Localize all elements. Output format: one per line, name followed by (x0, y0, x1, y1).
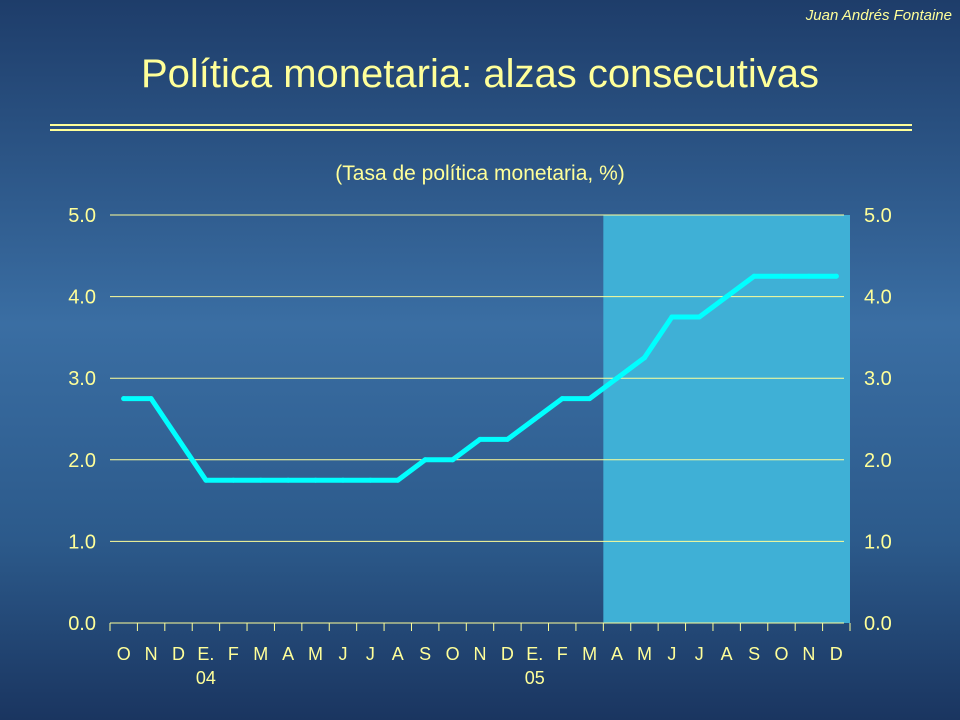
rate-data-point (477, 436, 483, 442)
rate-data-point (587, 396, 593, 402)
x-tick-label: M (637, 644, 652, 664)
x-tick-label: E. (197, 644, 214, 664)
rate-data-point (422, 457, 428, 463)
x-tick-label: D (830, 644, 843, 664)
rate-data-point (751, 273, 757, 279)
rate-data-point (121, 396, 127, 402)
rate-data-point (313, 477, 319, 483)
rate-data-point (724, 294, 730, 300)
y-tick-label-left: 3.0 (68, 368, 96, 390)
highlight-region (603, 215, 850, 623)
rate-data-point (833, 273, 839, 279)
x-tick-label: M (582, 644, 597, 664)
y-tick-label-right: 5.0 (864, 205, 892, 227)
x-tick-label: F (557, 644, 568, 664)
x-tick-label: J (338, 644, 347, 664)
author-name: Juan Andrés Fontaine (805, 7, 952, 24)
year-label: 04 (196, 668, 216, 688)
x-tick-label: N (474, 644, 487, 664)
x-tick-label: J (695, 644, 704, 664)
x-tick-label: A (721, 644, 733, 664)
x-tick-label: A (392, 644, 404, 664)
rate-data-point (340, 477, 346, 483)
rate-data-point (230, 477, 236, 483)
rate-data-point (806, 273, 812, 279)
rate-data-point (614, 375, 620, 381)
rate-data-point (669, 314, 675, 320)
y-tick-label-left: 0.0 (68, 613, 96, 635)
rate-data-point (559, 396, 565, 402)
x-tick-label: D (172, 644, 185, 664)
y-tick-label-left: 2.0 (68, 450, 96, 472)
y-tick-label-left: 5.0 (68, 205, 96, 227)
rate-data-point (203, 477, 209, 483)
rate-data-point (395, 477, 401, 483)
x-tick-label: A (282, 644, 294, 664)
rate-data-point (532, 416, 538, 422)
rate-data-point (450, 457, 456, 463)
rate-data-point (641, 355, 647, 361)
x-tick-label: S (419, 644, 431, 664)
x-tick-label: O (117, 644, 131, 664)
title-rule-bottom (50, 129, 912, 131)
x-tick-label: S (748, 644, 760, 664)
x-tick-label: O (446, 644, 460, 664)
x-tick-label: J (366, 644, 375, 664)
title-rule-top (50, 124, 912, 126)
rate-data-point (778, 273, 784, 279)
rate-data-point (285, 477, 291, 483)
x-tick-label: E. (526, 644, 543, 664)
rate-data-point (696, 314, 702, 320)
x-tick-label: A (611, 644, 623, 664)
x-tick-label: F (228, 644, 239, 664)
year-label: 05 (525, 668, 545, 688)
x-tick-label: M (253, 644, 268, 664)
x-tick-label: J (667, 644, 676, 664)
x-tick-label: N (802, 644, 815, 664)
y-tick-label-right: 1.0 (864, 531, 892, 553)
y-tick-label-right: 0.0 (864, 613, 892, 635)
y-tick-label-right: 2.0 (864, 450, 892, 472)
x-tick-label: N (145, 644, 158, 664)
y-tick-label-left: 4.0 (68, 287, 96, 309)
x-tick-label: O (774, 644, 788, 664)
chart-title: (Tasa de política monetaria, %) (335, 162, 625, 185)
x-tick-label: M (308, 644, 323, 664)
y-tick-label-right: 3.0 (864, 368, 892, 390)
rate-data-point (176, 436, 182, 442)
y-tick-label-left: 1.0 (68, 531, 96, 553)
rate-data-point (367, 477, 373, 483)
x-tick-label: D (501, 644, 514, 664)
rate-data-point (148, 396, 154, 402)
rate-data-point (504, 436, 510, 442)
y-tick-label-right: 4.0 (864, 287, 892, 309)
slide-title: Política monetaria: alzas consecutivas (140, 52, 820, 96)
rate-data-point (258, 477, 264, 483)
